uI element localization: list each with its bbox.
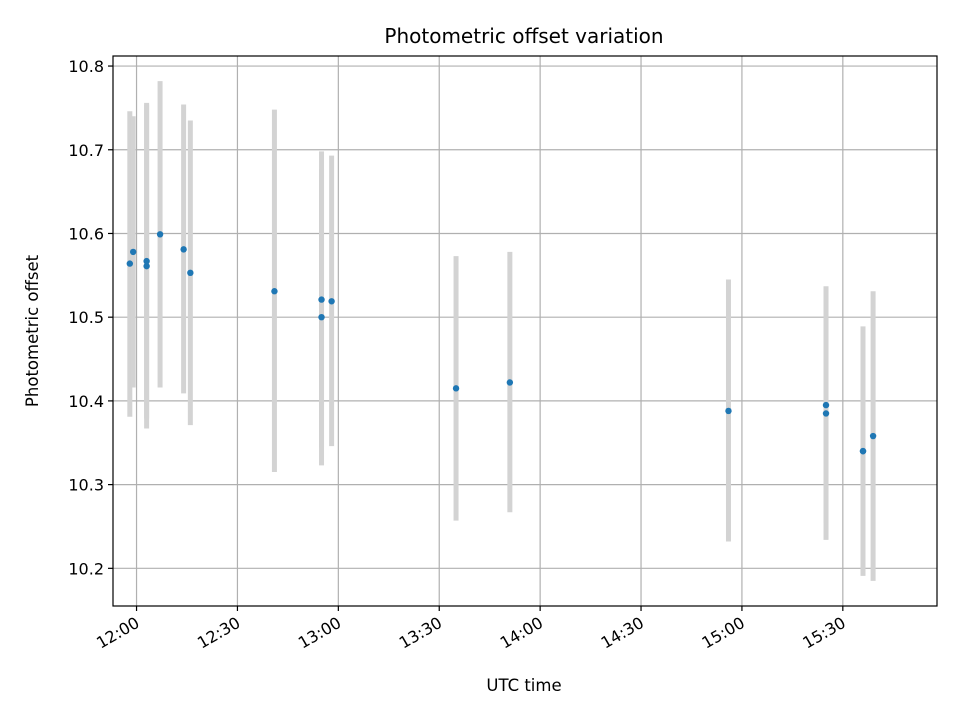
error-bars bbox=[127, 81, 876, 581]
data-point bbox=[318, 313, 325, 321]
data-point bbox=[143, 257, 150, 265]
x-tick-label: 13:30 bbox=[396, 613, 445, 653]
data-point bbox=[271, 288, 278, 295]
data-point bbox=[725, 407, 732, 415]
data-point bbox=[156, 231, 164, 238]
data-point bbox=[822, 410, 830, 417]
x-tick-label: 13:00 bbox=[295, 613, 344, 653]
x-tick-label: 15:30 bbox=[799, 613, 848, 653]
data-point bbox=[822, 401, 830, 409]
x-axis-ticks: 12:00 12:30 13:00 13:30 14:00 14:30 15:00 15:30 bbox=[93, 606, 849, 653]
data-point bbox=[869, 432, 877, 440]
chart-title: Photometric offset variation bbox=[384, 24, 663, 48]
data-point bbox=[318, 296, 325, 303]
data-point bbox=[452, 385, 460, 392]
x-tick-label: 14:30 bbox=[598, 613, 647, 653]
data-point bbox=[187, 269, 194, 277]
y-axis-label: Photometric offset bbox=[23, 254, 42, 407]
y-tick-label: 10.5 bbox=[68, 308, 104, 327]
y-axis-ticks: 10.2 10.3 10.4 10.5 10.6 10.7 10.8 bbox=[68, 57, 113, 578]
data-point bbox=[859, 447, 867, 455]
x-tick-label: 15:00 bbox=[698, 613, 747, 653]
grid bbox=[113, 56, 937, 606]
x-tick-label: 14:00 bbox=[497, 613, 546, 653]
y-tick-label: 10.4 bbox=[68, 392, 104, 411]
x-axis-label: UTC time bbox=[486, 676, 561, 695]
data-point bbox=[129, 248, 137, 256]
y-tick-label: 10.6 bbox=[68, 224, 104, 243]
data-point bbox=[506, 379, 514, 386]
data-point bbox=[143, 262, 150, 270]
data-point bbox=[328, 298, 335, 305]
data-points bbox=[126, 231, 877, 455]
plot-area-frame bbox=[112, 55, 938, 607]
x-tick-label: 12:30 bbox=[194, 613, 243, 653]
data-point bbox=[126, 260, 134, 267]
y-tick-label: 10.8 bbox=[68, 57, 104, 76]
x-tick-label: 12:00 bbox=[93, 613, 142, 653]
y-tick-label: 10.3 bbox=[68, 476, 104, 495]
y-tick-label: 10.7 bbox=[68, 141, 104, 160]
data-point bbox=[180, 246, 187, 253]
y-tick-label: 10.2 bbox=[68, 559, 104, 578]
